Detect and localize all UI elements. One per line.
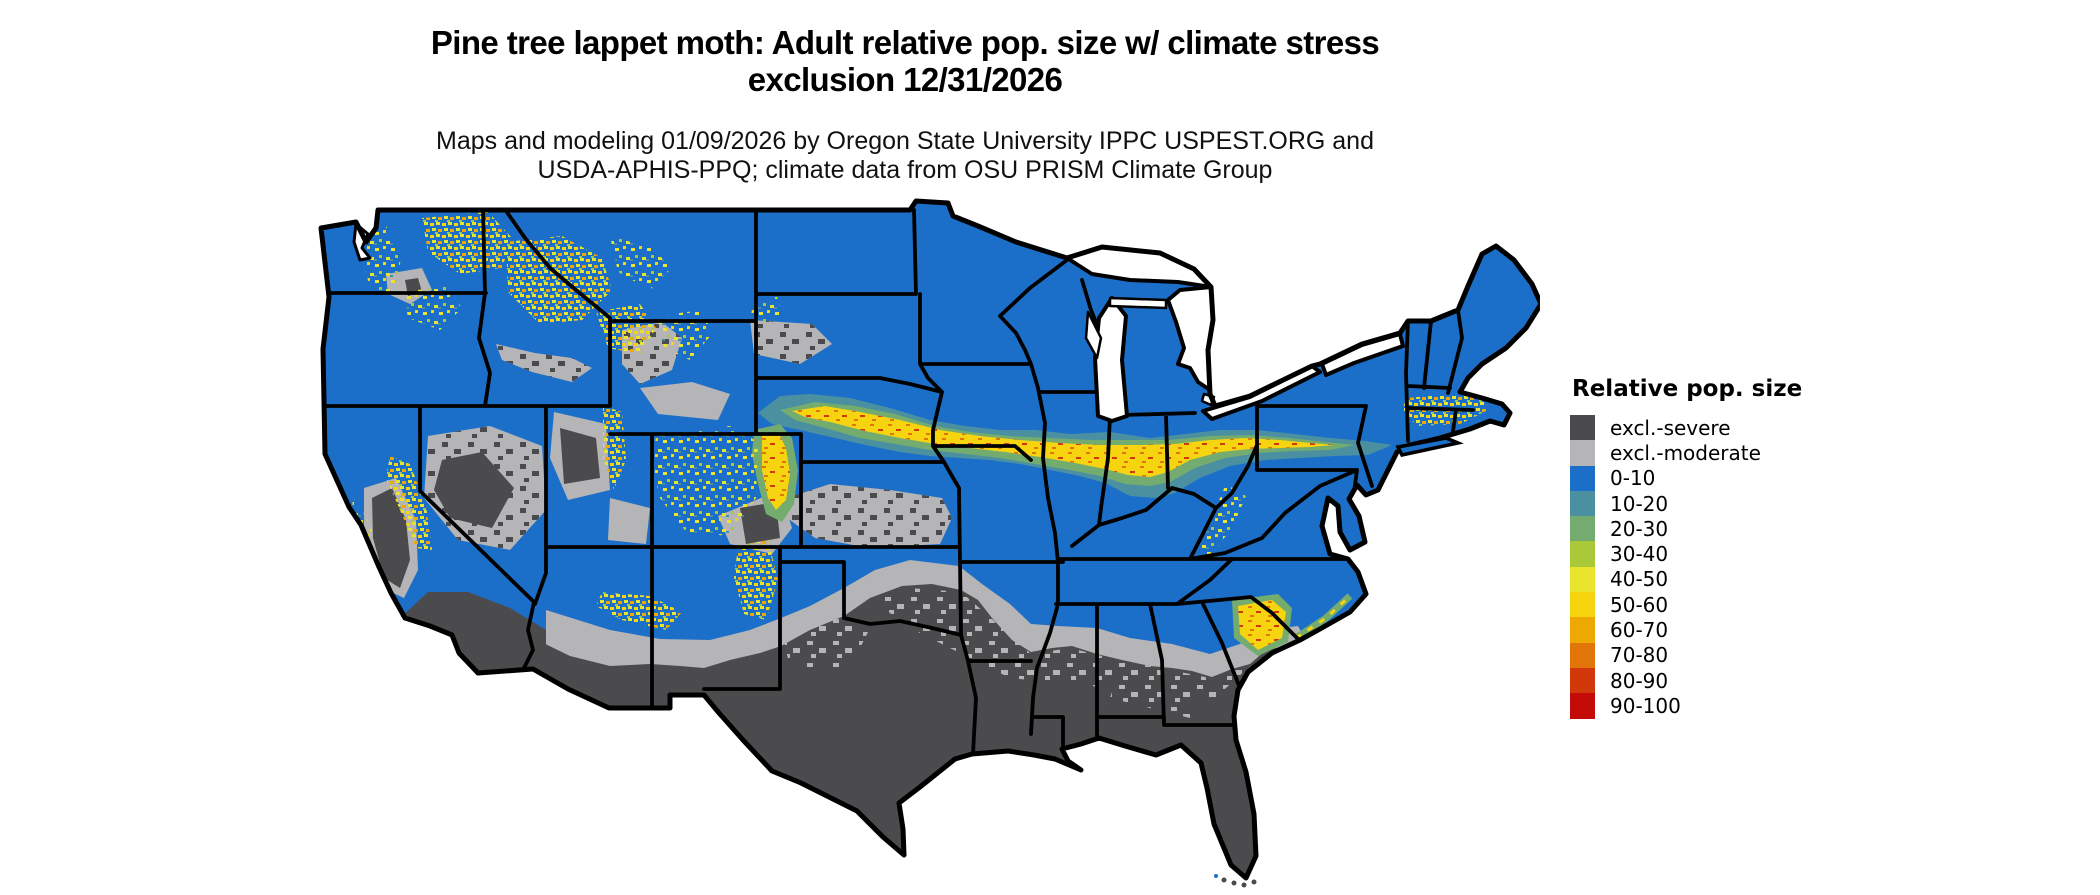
map-subtitle-line1: Maps and modeling 01/09/2026 by Oregon S… <box>436 127 1374 155</box>
legend-item: excl.-severe <box>1570 415 1890 441</box>
puget-sound <box>352 222 372 262</box>
map-title-line1: Pine tree lappet moth: Adult relative po… <box>430 24 1380 61</box>
legend-label: 80-90 <box>1610 668 1669 693</box>
legend-item: 80-90 <box>1570 667 1890 694</box>
map-subtitle: Maps and modeling 01/09/2026 by Oregon S… <box>285 127 1525 185</box>
legend-items: excl.-severe excl.-moderate 0-10 10-20 2… <box>1570 415 1890 719</box>
map-mottle-light-specks <box>781 588 1250 718</box>
legend-item: 70-80 <box>1570 642 1890 668</box>
legend-item: 20-30 <box>1570 516 1890 542</box>
legend-item: 30-40 <box>1570 541 1890 567</box>
mackinac-strait <box>1108 296 1168 310</box>
green-bay <box>1084 310 1103 360</box>
legend-item: 0-10 <box>1570 465 1890 491</box>
legend-title: Relative pop. size <box>1572 376 1803 402</box>
map-front-range-specks <box>762 432 790 510</box>
legend-item: 60-70 <box>1570 617 1890 643</box>
legend-label: 40-50 <box>1610 567 1669 592</box>
legend-swatch <box>1570 516 1595 542</box>
legend-label: 70-80 <box>1610 643 1669 668</box>
legend-swatch <box>1570 693 1595 719</box>
map-band-orange-specks <box>792 406 1335 477</box>
legend-swatch <box>1570 617 1595 643</box>
legend-swatch <box>1570 541 1595 567</box>
legend-item: 90-100 <box>1570 693 1890 719</box>
legend-label: 30-40 <box>1610 542 1669 567</box>
map-title: Pine tree lappet moth: Adult relative po… <box>285 24 1525 98</box>
legend-label: 90-100 <box>1610 693 1681 718</box>
us-map-svg <box>310 198 1540 888</box>
map-nc-coast-strip-yellow <box>1295 594 1352 640</box>
legend-swatch <box>1570 465 1595 491</box>
legend-swatch <box>1570 490 1595 517</box>
lake-huron <box>1166 285 1215 392</box>
map-subtitle-line2: USDA-APHIS-PPQ; climate data from OSU PR… <box>537 156 1273 184</box>
legend-item: 10-20 <box>1570 490 1890 517</box>
legend-item: 50-60 <box>1570 592 1890 618</box>
state-borders <box>321 206 1475 756</box>
legend-item: 40-50 <box>1570 566 1890 593</box>
map-title-line2: exclusion 12/31/2026 <box>747 61 1063 98</box>
long-island <box>1395 436 1464 457</box>
legend-swatch <box>1570 566 1595 593</box>
florida-keys <box>1214 874 1257 888</box>
us-map <box>310 198 1540 890</box>
legend-swatch <box>1570 667 1595 694</box>
lake-michigan <box>1093 296 1129 423</box>
legend-label: excl.-moderate <box>1610 440 1761 465</box>
legend-label: 20-30 <box>1610 516 1669 541</box>
legend-swatch <box>1570 592 1595 618</box>
legend: Relative pop. size excl.-severe excl.-mo… <box>1570 376 1890 719</box>
legend-label: 50-60 <box>1610 592 1669 617</box>
legend-item: excl.-moderate <box>1570 440 1890 466</box>
legend-label: 0-10 <box>1610 466 1656 491</box>
legend-swatch <box>1570 642 1595 668</box>
legend-swatch <box>1570 415 1595 441</box>
legend-label: excl.-severe <box>1610 415 1731 440</box>
legend-label: 10-20 <box>1610 491 1669 516</box>
legend-label: 60-70 <box>1610 618 1669 643</box>
legend-swatch <box>1570 440 1595 466</box>
